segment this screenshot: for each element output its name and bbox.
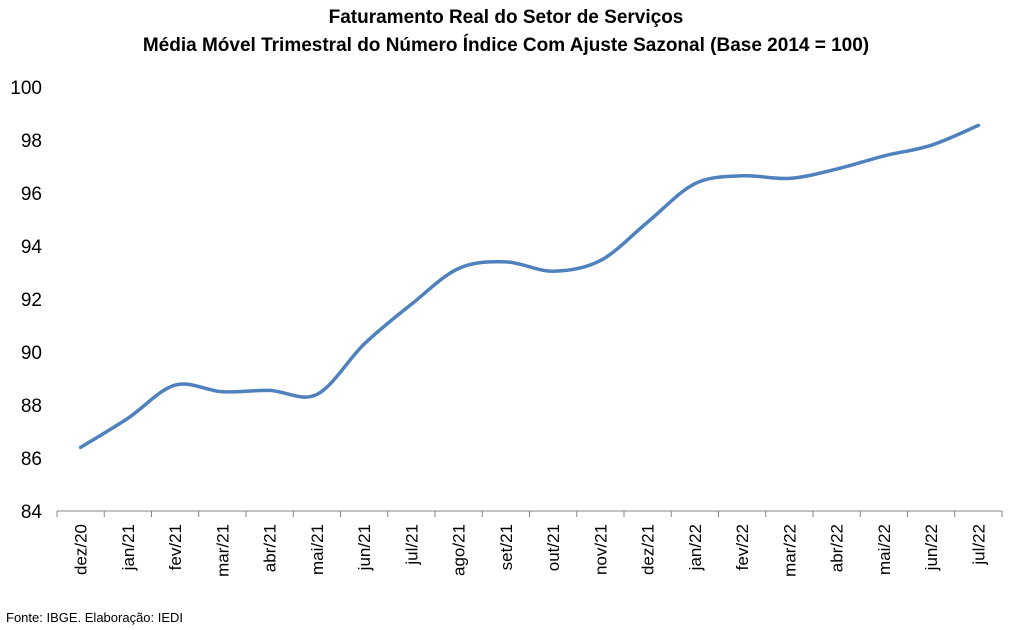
y-tick-label: 98 [21,131,42,152]
y-tick-label: 92 [21,290,42,311]
x-tick-label: jan/22 [686,524,705,571]
x-tick-label: jul/22 [969,524,988,566]
x-tick-label: dez/21 [639,524,658,575]
line-chart: 84 86 88 90 92 94 96 98 100 dez/20 jan/21 fev/21 ma… [10,78,1003,577]
x-tick-label: abr/22 [828,524,847,572]
x-axis-ticks: dez/20 jan/21 fev/21 mar/21 abr/21 mai/21 jun/… [56,511,1003,577]
y-tick-label: 90 [21,343,42,364]
chart-subtitle: Média Móvel Trimestral do Número Índice … [142,35,870,56]
series-group [78,123,981,450]
y-axis-ticks: 84 86 88 90 92 94 96 98 100 [10,78,42,523]
x-tick-label: fev/21 [166,524,185,570]
x-tick-label: mar/22 [780,524,799,577]
x-tick-label: mar/21 [213,524,232,577]
series-line [78,123,981,450]
x-tick-label: out/21 [544,524,563,571]
x-tick-label: jul/21 [402,524,421,566]
x-tick-label: jun/22 [922,524,941,571]
x-tick-label: set/21 [497,524,516,570]
y-tick-label: 94 [21,237,43,258]
x-tick-label: mai/22 [875,524,894,575]
y-tick-label: 84 [21,502,43,523]
y-tick-label: 88 [21,396,42,417]
x-tick-label: jun/21 [355,524,374,571]
y-tick-label: 100 [10,78,42,99]
x-tick-label: abr/21 [261,524,280,572]
x-tick-label: jan/21 [119,524,138,571]
x-tick-label: fev/22 [733,524,752,570]
y-tick-label: 86 [21,449,42,470]
x-tick-label: nov/21 [591,524,610,575]
x-tick-label: dez/20 [72,524,91,575]
y-tick-label: 96 [21,184,42,205]
chart-title: Faturamento Real do Setor de Serviços [328,7,684,28]
x-tick-label: mai/21 [308,524,327,575]
source-note: Fonte: IBGE. Elaboração: IEDI [6,610,184,625]
x-tick-label: ago/21 [450,524,469,576]
